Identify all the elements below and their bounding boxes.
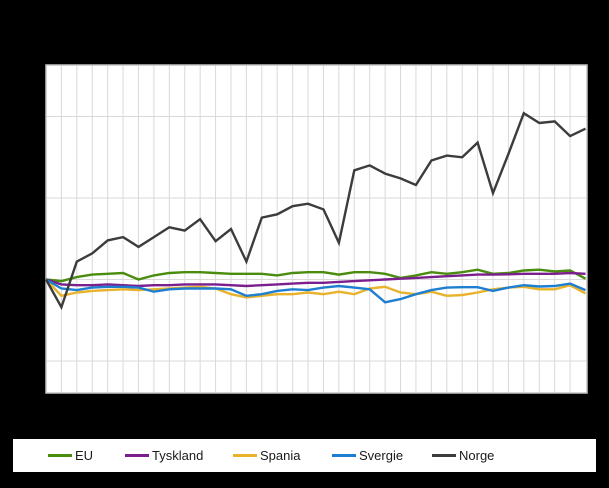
legend-item-eu: EU bbox=[48, 439, 93, 472]
legend-swatch-svergie bbox=[332, 454, 356, 457]
legend-swatch-spania bbox=[233, 454, 257, 457]
legend-label-eu: EU bbox=[75, 448, 94, 463]
plot-area bbox=[46, 65, 587, 393]
series-line-spania bbox=[45, 278, 587, 299]
plot-border bbox=[45, 64, 588, 394]
legend-swatch-tyskland bbox=[125, 454, 149, 457]
legend-item-svergie: Svergie bbox=[332, 439, 403, 472]
legend-item-norge: Norge bbox=[432, 439, 494, 472]
legend-item-tyskland: Tyskland bbox=[125, 439, 203, 472]
series-line-norge bbox=[44, 111, 587, 311]
legend-label-tyskland: Tyskland bbox=[152, 448, 204, 463]
series-line-tyskland bbox=[45, 271, 586, 288]
legend-label-svergie: Svergie bbox=[359, 448, 404, 463]
legend-swatch-norge bbox=[432, 454, 456, 457]
legend-swatch-eu bbox=[48, 454, 72, 457]
legend-label-spania: Spania bbox=[260, 448, 301, 463]
legend-label-norge: Norge bbox=[459, 448, 495, 463]
legend-item-spania: Spania bbox=[233, 439, 300, 472]
series-line-svergie bbox=[45, 278, 586, 304]
chart-legend: EU Tyskland Spania Svergie Norge bbox=[13, 439, 596, 472]
